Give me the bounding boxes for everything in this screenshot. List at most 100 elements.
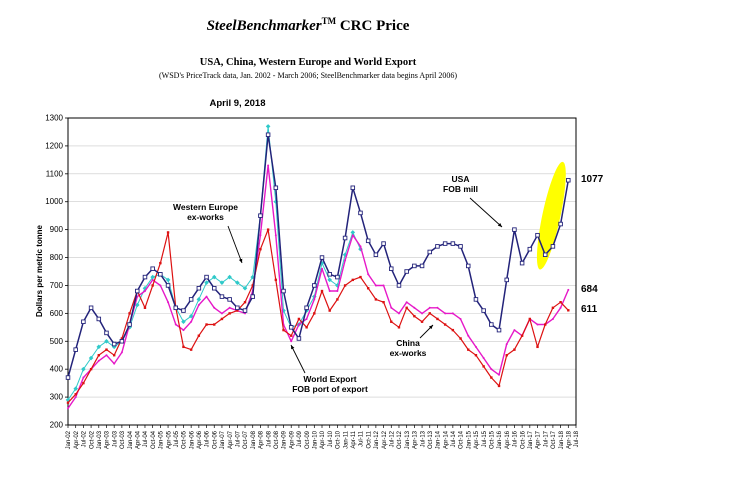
series-world-export-fob-port-of-export [67,164,570,410]
svg-text:1200: 1200 [45,141,63,150]
title-brand: SteelBenchmarker [206,18,322,34]
svg-text:Jul-13: Jul-13 [420,430,426,447]
svg-text:200: 200 [50,421,64,430]
svg-text:Jan-07: Jan-07 [220,430,226,449]
svg-text:Apr-15: Apr-15 [474,430,480,449]
svg-text:Oct-05: Oct-05 [182,430,188,449]
svg-text:Oct-02: Oct-02 [89,430,95,449]
svg-text:Oct-17: Oct-17 [551,430,557,449]
svg-text:Apr-04: Apr-04 [135,430,141,449]
svg-text:Jan-09: Jan-09 [282,430,288,449]
svg-text:Jan-04: Jan-04 [128,430,134,449]
svg-text:Oct-09: Oct-09 [305,430,311,449]
svg-text:Oct-04: Oct-04 [151,430,157,449]
data-source-note: (WSD's PriceTrack data, Jan. 2002 - Marc… [159,71,457,80]
svg-text:300: 300 [50,393,64,402]
title-trademark: TM [321,16,337,26]
svg-text:Jan-14: Jan-14 [436,430,442,449]
svg-text:Oct-10: Oct-10 [336,430,342,449]
svg-text:Jul-09: Jul-09 [297,430,303,447]
svg-text:Jul-04: Jul-04 [143,430,149,447]
annotation-line: ex-works [389,348,427,359]
svg-text:Oct-11: Oct-11 [366,430,372,448]
svg-text:Apr-11: Apr-11 [351,430,357,448]
svg-text:Jan-02: Jan-02 [66,430,72,449]
annotation-arrow [419,324,434,339]
annotation-arrow [227,225,243,264]
svg-text:Jul-14: Jul-14 [451,430,457,447]
annotation-line: USA [451,174,470,184]
svg-text:Jul-02: Jul-02 [82,430,88,447]
svg-text:Apr-16: Apr-16 [505,430,511,449]
annotation-arrow [290,344,306,374]
svg-text:Jul-12: Jul-12 [389,430,395,447]
svg-text:Jan-18: Jan-18 [559,430,565,449]
svg-text:Apr-12: Apr-12 [382,430,388,449]
svg-text:Apr-03: Apr-03 [105,430,111,449]
series-usa-fob-mill [65,132,571,380]
svg-text:Apr-07: Apr-07 [228,430,234,449]
svg-text:Jan-11: Jan-11 [343,430,349,449]
svg-text:Apr-05: Apr-05 [166,430,172,449]
annotation-line: China [396,338,420,348]
end-label-usa: 1077 [581,174,604,185]
svg-text:Apr-18: Apr-18 [567,430,573,449]
svg-text:Oct-15: Oct-15 [490,430,496,449]
svg-text:Oct-08: Oct-08 [274,430,280,449]
svg-text:Jan-06: Jan-06 [189,430,195,449]
svg-text:Jan-16: Jan-16 [497,430,503,449]
annotation-line: FOB mill [443,184,478,195]
svg-text:Jan-03: Jan-03 [97,430,103,449]
svg-text:Jan-05: Jan-05 [159,430,165,449]
annotation-line: FOB port of export [292,384,368,395]
svg-text:600: 600 [50,309,64,318]
svg-text:Jul-06: Jul-06 [205,430,211,447]
svg-text:Apr-02: Apr-02 [74,430,80,449]
highlight-ellipse [536,161,566,270]
svg-text:Jul-03: Jul-03 [112,430,118,447]
svg-text:Jul-08: Jul-08 [266,430,272,447]
svg-text:Apr-10: Apr-10 [320,430,326,449]
svg-text:Oct-07: Oct-07 [243,430,249,449]
svg-text:500: 500 [50,337,64,346]
svg-text:Apr-09: Apr-09 [289,430,295,449]
svg-text:Apr-14: Apr-14 [443,430,449,449]
svg-text:Oct-13: Oct-13 [428,430,434,449]
svg-text:Jul-10: Jul-10 [328,430,334,447]
svg-text:Oct-14: Oct-14 [459,430,465,449]
crc-price-chart: 200 300 400 500 600 700 800 900 1000 1100 1200 1300… [45,114,580,450]
annotation-line: ex-works [187,212,224,223]
svg-text:Jul-16: Jul-16 [513,430,519,447]
svg-text:400: 400 [50,365,64,374]
svg-text:Jan-13: Jan-13 [405,430,411,449]
svg-text:Jul-11: Jul-11 [359,430,365,447]
svg-text:Apr-08: Apr-08 [259,430,265,449]
y-axis: 200 300 400 500 600 700 800 900 1000 1100 1200 1300 [45,114,68,430]
svg-text:1000: 1000 [45,197,63,206]
annotation-world-export: World Export FOB port of export [265,374,395,394]
page-title: SteelBenchmarkerTM CRC Price [0,16,616,35]
svg-text:Jan-10: Jan-10 [313,430,319,449]
svg-text:Apr-06: Apr-06 [197,430,203,449]
svg-text:Oct-16: Oct-16 [520,430,526,449]
svg-text:Apr-13: Apr-13 [413,430,419,449]
svg-text:Apr-17: Apr-17 [536,430,542,449]
title-rest: CRC Price [336,18,410,34]
annotation-usa: USA FOB mill [423,174,498,194]
end-label-china: 611 [581,304,598,315]
svg-text:1100: 1100 [46,169,64,178]
x-axis: Jan-02 Apr-02 Jul-02 Oct-02 Jan-03 Apr-03 Jul-… [66,425,580,449]
svg-text:Jan-08: Jan-08 [251,430,257,449]
annotation-china: China ex-works [368,338,448,358]
series-western-europe-ex-works [65,124,363,403]
svg-text:1300: 1300 [45,114,63,123]
svg-text:Jul-17: Jul-17 [543,430,549,447]
svg-text:Jul-18: Jul-18 [574,430,580,447]
svg-text:Jul-07: Jul-07 [236,430,242,447]
svg-text:Oct-12: Oct-12 [397,430,403,449]
end-label-world-export: 684 [581,284,598,295]
svg-text:Jan-17: Jan-17 [528,430,534,449]
svg-text:Jan-15: Jan-15 [466,430,472,449]
svg-text:900: 900 [50,225,64,234]
